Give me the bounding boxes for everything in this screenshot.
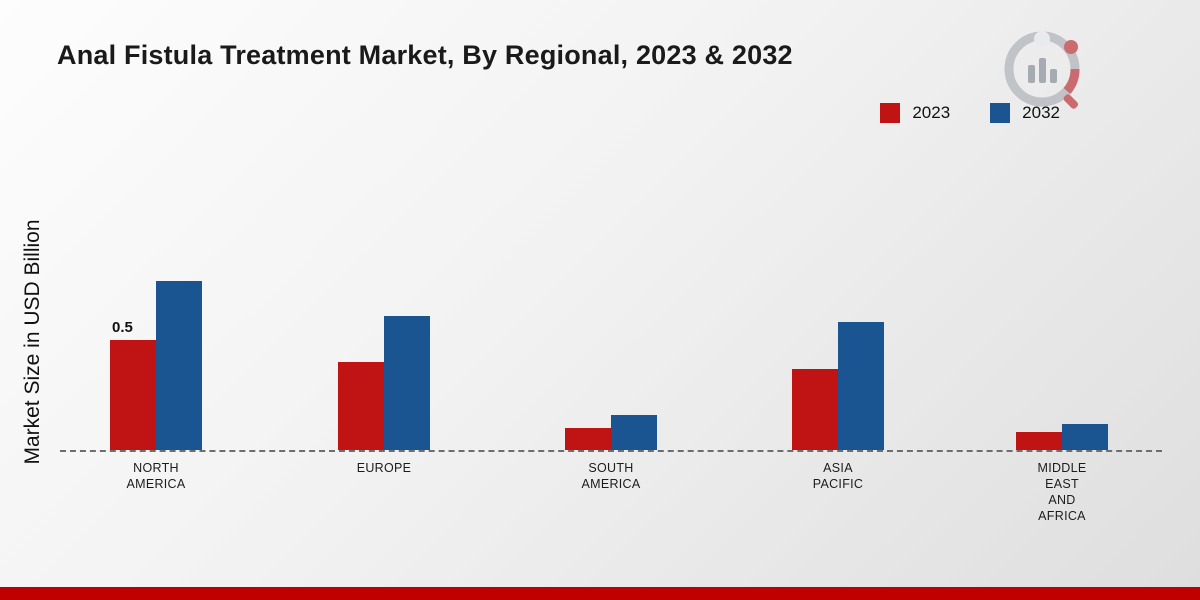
legend-item-2032: 2032 (990, 103, 1060, 123)
bar-2023-europe (338, 362, 384, 450)
x-axis-label-asia-pacific: ASIA PACIFIC (812, 461, 864, 491)
brand-logo-icon (1004, 31, 1080, 109)
bar-2032-middle-east-and-africa (1062, 424, 1108, 450)
legend-swatch-2032 (990, 103, 1011, 123)
x-axis-baseline (60, 450, 1162, 452)
bar-group-asia-pacific (792, 322, 884, 450)
x-axis-label-south-america: SOUTH AMERICA (581, 461, 641, 491)
bar-value-label: 0.5 (112, 319, 133, 336)
legend-label-2032: 2032 (1022, 103, 1060, 122)
bar-2023-asia-pacific (792, 369, 838, 450)
bar-group-south-america (565, 415, 657, 450)
chart-title: Anal Fistula Treatment Market, By Region… (57, 40, 793, 70)
bar-2032-north-america (156, 281, 202, 450)
bar-2023-north-america: 0.5 (110, 319, 156, 450)
x-axis-label-europe: EUROPE (356, 461, 412, 475)
legend: 2023 2032 (880, 103, 1060, 123)
bar-group-north-america: 0.5 (110, 281, 202, 450)
bar-group-europe (338, 316, 430, 450)
bottom-accent-strip (0, 587, 1200, 600)
x-axis-label-middle-east-and-africa: MIDDLE EAST AND AFRICA (1037, 461, 1087, 523)
bar-2023-middle-east-and-africa (1016, 432, 1062, 450)
bar-2023-south-america (565, 428, 611, 450)
bar-group-middle-east-and-africa (1016, 424, 1108, 450)
bar-2032-europe (384, 316, 430, 450)
bar-2032-south-america (611, 415, 657, 450)
bar-2032-asia-pacific (838, 322, 884, 450)
legend-item-2023: 2023 (880, 103, 950, 123)
x-axis-label-north-america: NORTH AMERICA (126, 461, 186, 491)
legend-label-2023: 2023 (912, 103, 951, 122)
legend-swatch-2023 (880, 103, 901, 123)
